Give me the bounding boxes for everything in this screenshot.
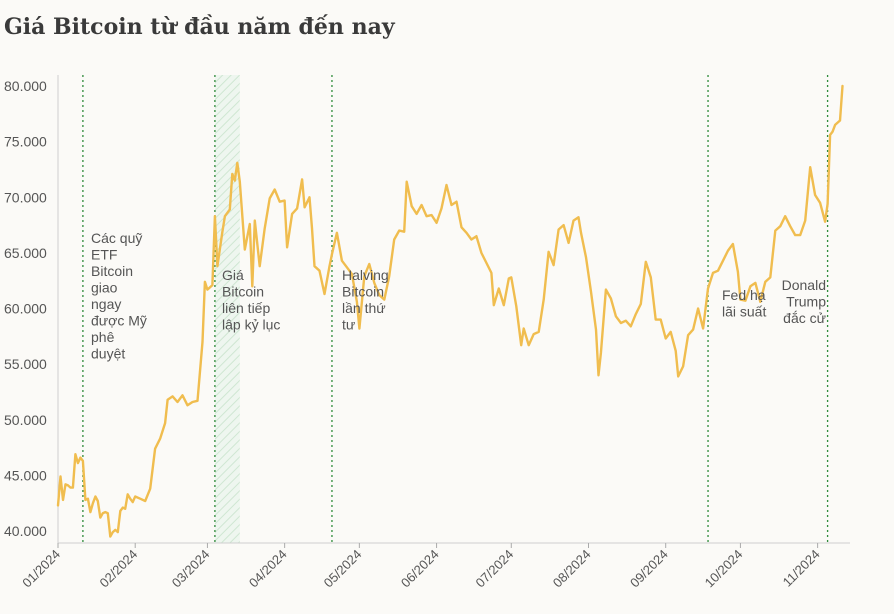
- event-annotation: Halving Bitcoin lần thứ tư: [342, 267, 389, 333]
- x-tick-label: 08/2024: [550, 547, 594, 591]
- y-tick-label: 45.000: [4, 467, 47, 483]
- event-annotation-line: lập kỷ lục: [222, 317, 280, 333]
- x-tick-label: 01/2024: [19, 547, 63, 591]
- event-annotation-line: ngay: [91, 296, 121, 312]
- event-annotation-line: liên tiếp: [222, 300, 270, 316]
- event-annotation: Giá Bitcoin liên tiếp lập kỷ lục: [222, 267, 280, 333]
- event-annotation: Donald Trump đắc cử: [782, 277, 827, 326]
- event-annotation-line: được Mỹ: [91, 313, 147, 329]
- event-annotation-line: giao: [91, 280, 118, 296]
- event-annotation-line: duyệt: [91, 346, 125, 362]
- chart-title: Giá Bitcoin từ đầu năm đến nay: [4, 14, 395, 40]
- x-tick-label: 05/2024: [321, 547, 365, 591]
- event-annotation-line: Donald: [782, 277, 826, 293]
- x-tick-label: 06/2024: [398, 547, 442, 591]
- event-annotation-line: Các quỹ: [91, 230, 142, 246]
- event-annotation-line: tư: [342, 317, 355, 333]
- x-tick-label: 10/2024: [702, 547, 746, 591]
- event-annotation-line: Giá: [222, 267, 244, 283]
- event-annotation-line: lãi suất: [722, 304, 766, 320]
- event-annotation-line: Bitcoin: [222, 284, 264, 300]
- y-tick-label: 75.000: [4, 134, 47, 150]
- event-annotation-line: Bitcoin: [91, 263, 133, 279]
- x-tick-label: 03/2024: [169, 547, 213, 591]
- event-annotation-line: đắc cử: [783, 310, 826, 326]
- record-highlight-band: [214, 75, 240, 543]
- event-annotation: Fed hạ lãi suất: [722, 287, 766, 320]
- y-tick-label: 80.000: [4, 78, 47, 94]
- y-tick-label: 65.000: [4, 245, 47, 261]
- x-tick-label: 11/2024: [780, 547, 823, 590]
- event-annotation-line: phê: [91, 329, 115, 345]
- event-annotation-line: Trump: [786, 294, 826, 310]
- y-tick-label: 60.000: [4, 301, 47, 317]
- y-tick-label: 40.000: [4, 523, 47, 539]
- x-tick-label: 04/2024: [246, 547, 290, 591]
- x-tick-label: 09/2024: [627, 547, 671, 591]
- event-annotation-line: Halving: [342, 267, 389, 283]
- event-annotation-line: lần thứ: [342, 300, 386, 316]
- y-tick-label: 70.000: [4, 189, 47, 205]
- event-annotation: Các quỹ ETF Bitcoin giao ngay được Mỹ phê duyệt: [91, 230, 147, 362]
- x-tick-label: 02/2024: [96, 547, 140, 591]
- event-annotation-line: Bitcoin: [342, 284, 384, 300]
- bitcoin-price-line: [56, 84, 844, 538]
- y-tick-label: 55.000: [4, 356, 47, 372]
- event-annotation-line: ETF: [91, 247, 117, 263]
- event-annotation-line: Fed hạ: [722, 287, 766, 303]
- y-tick-label: 50.000: [4, 412, 47, 428]
- x-tick-label: 07/2024: [473, 547, 517, 591]
